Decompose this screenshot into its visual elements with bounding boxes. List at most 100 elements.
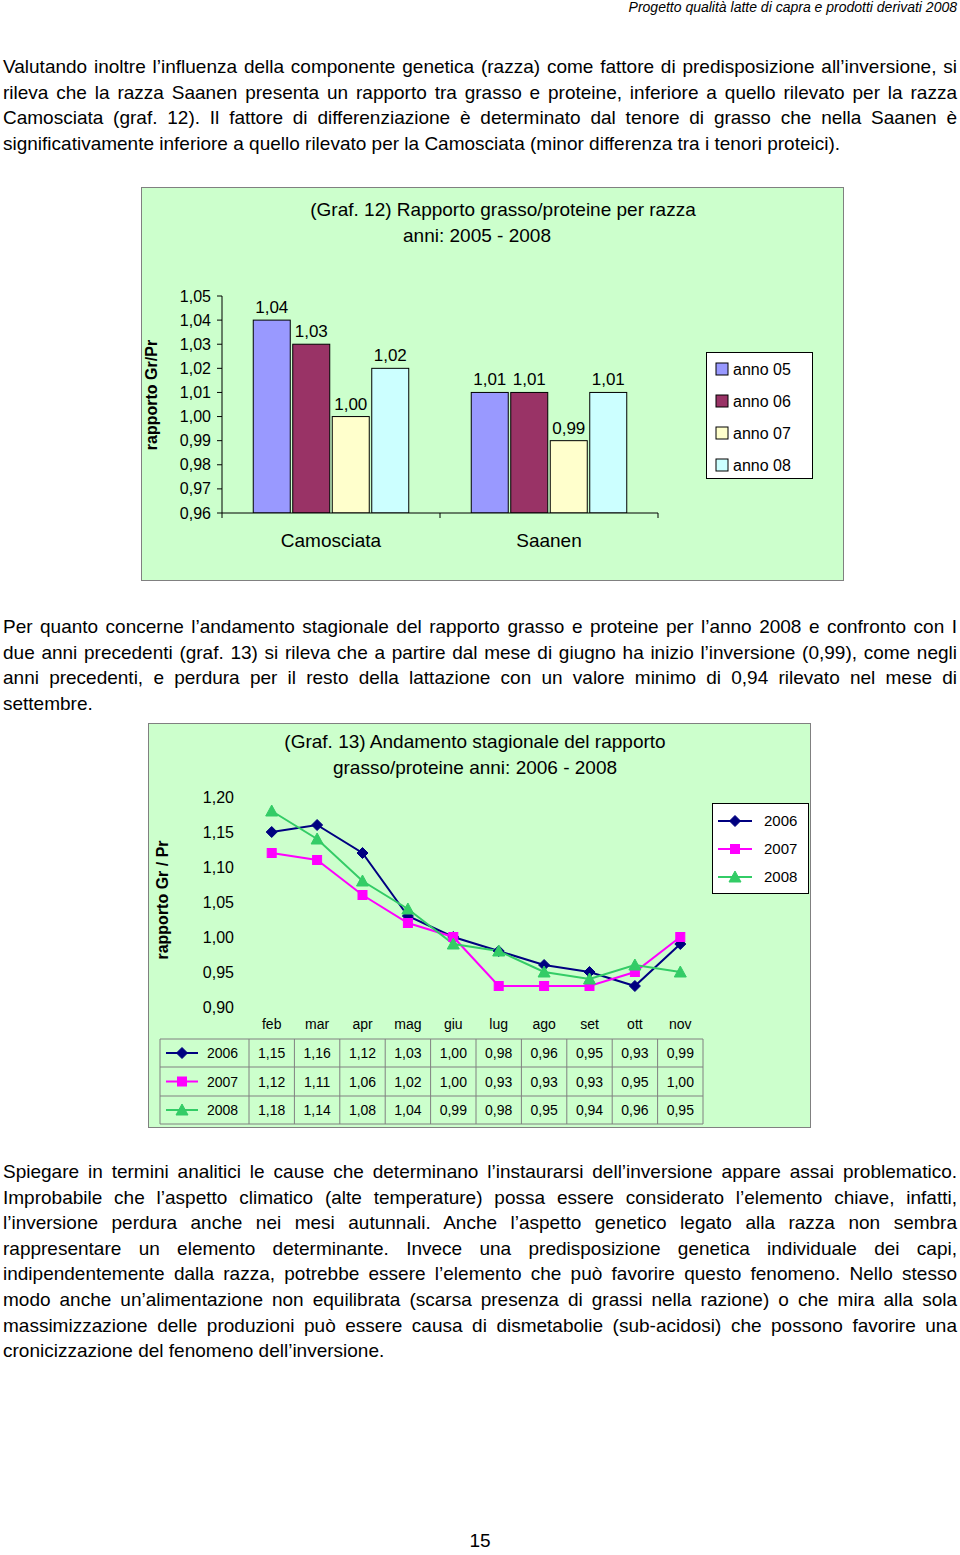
- tick-label: 1,03: [180, 336, 211, 353]
- table-value: 1,00: [440, 1045, 467, 1061]
- legend-label: anno 07: [733, 425, 791, 442]
- marker: [729, 871, 741, 882]
- tick: [217, 296, 222, 297]
- marker: [312, 820, 323, 831]
- marker: [494, 982, 503, 991]
- table-line: [566, 1039, 567, 1124]
- marker: [402, 903, 414, 914]
- table-value: 1,12: [349, 1045, 376, 1061]
- tick-label: 0,96: [180, 505, 211, 522]
- chart-subtitle: anni: 2005 - 2008: [403, 225, 551, 246]
- table-value: 0,94: [576, 1102, 603, 1118]
- table-value: 0,95: [530, 1102, 557, 1118]
- table-value: 1,00: [440, 1074, 467, 1090]
- table-value: 1,04: [394, 1102, 421, 1118]
- tick: [217, 392, 222, 393]
- y-axis: [222, 296, 223, 513]
- legend-swatch: [716, 427, 728, 439]
- data-label: 1,01: [473, 370, 506, 389]
- bar: [511, 392, 548, 513]
- tick: [217, 368, 222, 369]
- marker: [730, 816, 741, 827]
- legend-label: anno 08: [733, 457, 791, 474]
- paragraph: Valutando inoltre l’influenza della comp…: [3, 54, 957, 156]
- data-label: 1,03: [295, 322, 328, 341]
- chart-title: (Graf. 12) Rapporto grasso/proteine per …: [310, 199, 696, 220]
- category-label: giu: [444, 1016, 463, 1032]
- chart: (Graf. 12) Rapporto grasso/proteine per …: [142, 188, 844, 581]
- tick-label: 0,90: [203, 999, 234, 1016]
- series-line: [272, 825, 681, 986]
- marker: [629, 981, 640, 992]
- table-value: 1,12: [258, 1074, 285, 1090]
- data-label: 1,00: [334, 395, 367, 414]
- table-line: [339, 1039, 340, 1124]
- tick-label: 1,02: [180, 360, 211, 377]
- marker: [267, 849, 276, 858]
- legend-label: 2007: [764, 840, 797, 857]
- table-value: 0,93: [530, 1074, 557, 1090]
- plot-area: [253, 320, 627, 513]
- chart-frame: [142, 188, 844, 581]
- series-line: [272, 811, 681, 979]
- tick-label: 0,98: [180, 456, 211, 473]
- marker: [357, 875, 369, 886]
- tick: [217, 440, 222, 441]
- marker: [266, 827, 277, 838]
- tick-label: 0,99: [180, 432, 211, 449]
- marker: [177, 1048, 188, 1059]
- table-value: 0,93: [621, 1045, 648, 1061]
- table-value: 1,02: [394, 1074, 421, 1090]
- legend-swatch: [716, 459, 728, 471]
- table-value: 1,14: [303, 1102, 330, 1118]
- table-value: 0,95: [667, 1102, 694, 1118]
- table-line: [385, 1039, 386, 1124]
- table-line: [657, 1039, 658, 1124]
- table-value: 0,99: [440, 1102, 467, 1118]
- tick-label: 1,04: [180, 312, 211, 329]
- chart-subtitle: grasso/proteine anni: 2006 - 2008: [333, 757, 617, 778]
- table-line: [160, 1039, 703, 1040]
- marker: [178, 1077, 187, 1086]
- tick-label: 1,15: [203, 824, 234, 841]
- table-series-name: 2008: [207, 1102, 238, 1118]
- table-value: 1,00: [667, 1074, 694, 1090]
- category-label: apr: [352, 1016, 373, 1032]
- table-series-name: 2007: [207, 1074, 238, 1090]
- x-tick: [222, 513, 223, 518]
- table-value: 1,18: [258, 1102, 285, 1118]
- axis-label: rapporto Gr / Pr: [154, 840, 171, 959]
- table-value: 0,93: [485, 1074, 512, 1090]
- tick-label: 1,00: [180, 408, 211, 425]
- marker: [540, 982, 549, 991]
- bar: [253, 320, 290, 513]
- marker: [403, 919, 412, 928]
- tick: [217, 488, 222, 489]
- marker: [358, 891, 367, 900]
- series-line: [272, 853, 681, 986]
- legend-frame: [713, 804, 809, 894]
- axis-label: rapporto Gr/Pr: [143, 340, 160, 450]
- tick-label: 1,20: [203, 789, 234, 806]
- marker: [176, 1104, 188, 1115]
- table-value: 0,96: [530, 1045, 557, 1061]
- marker: [447, 938, 459, 949]
- marker: [629, 959, 641, 970]
- table-line: [521, 1039, 522, 1124]
- category-label: feb: [262, 1016, 282, 1032]
- bar: [550, 441, 587, 513]
- table-value: 0,95: [576, 1045, 603, 1061]
- chart: (Graf. 13) Andamento stagionale del rapp…: [149, 724, 811, 1128]
- table-line: [160, 1124, 703, 1125]
- table-line: [294, 1039, 295, 1124]
- category-label: ago: [532, 1016, 556, 1032]
- table-value: 0,93: [576, 1074, 603, 1090]
- legend-label: anno 06: [733, 393, 791, 410]
- category-label: mar: [305, 1016, 329, 1032]
- table-value: 0,95: [621, 1074, 648, 1090]
- tick: [217, 513, 222, 514]
- data-label: 1,01: [513, 370, 546, 389]
- legend-frame: [707, 353, 813, 479]
- tick-label: 1,10: [203, 859, 234, 876]
- page-header: Progetto qualità latte di capra e prodot…: [629, 0, 957, 15]
